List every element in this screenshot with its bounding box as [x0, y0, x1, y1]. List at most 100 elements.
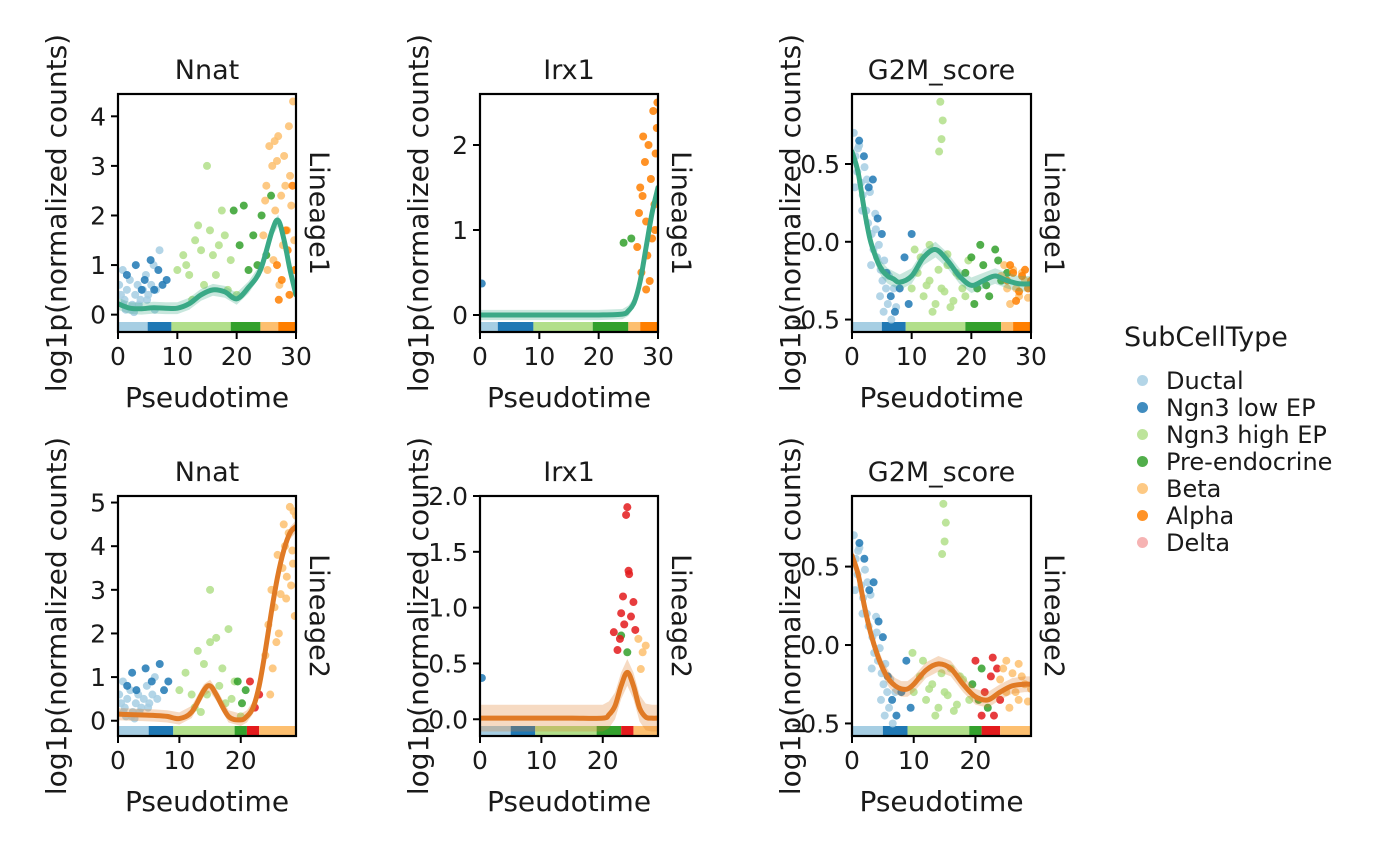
y-tick-label: 1	[90, 663, 106, 692]
data-point	[887, 315, 896, 324]
data-point	[132, 686, 141, 695]
data-point	[983, 703, 992, 712]
data-point	[852, 183, 859, 192]
legend-label: Pre-endocrine	[1166, 447, 1333, 476]
data-point	[206, 638, 215, 647]
x-tick-label: 0	[110, 342, 126, 371]
data-point	[199, 660, 208, 668]
panel-2: 0 10 20 30 0 1 2 Irx1 Pseudotime log1p(normalized…	[402, 34, 696, 414]
data-point	[877, 230, 886, 238]
data-point	[164, 677, 173, 686]
data-point	[890, 307, 899, 316]
data-point	[629, 598, 638, 607]
data-point	[880, 711, 889, 720]
data-point	[652, 124, 658, 132]
data-point	[910, 245, 919, 254]
data-point	[131, 699, 140, 708]
data-point	[907, 284, 916, 293]
data-point	[615, 634, 624, 643]
data-point	[267, 191, 276, 200]
data-point	[1005, 703, 1014, 712]
data-point	[1024, 293, 1031, 302]
data-point	[976, 240, 985, 249]
data-point	[288, 546, 296, 555]
data-point	[273, 261, 282, 270]
data-point	[640, 158, 649, 166]
panel-5: 0 10 20 0.0 0.5 1.0 1.5 2.0 Irx1 Pseudotime log1p(…	[402, 437, 696, 818]
data-point	[146, 256, 155, 265]
data-point	[270, 137, 279, 146]
panel-title: Nnat	[175, 457, 239, 488]
data-point	[227, 694, 236, 703]
data-point	[265, 142, 274, 151]
data-point	[162, 275, 171, 284]
legend-swatch-ductal	[1137, 375, 1148, 386]
panel-title: G2M_score	[868, 457, 1015, 488]
data-point	[128, 668, 137, 677]
data-point	[480, 279, 486, 288]
data-point	[855, 136, 864, 145]
data-point	[617, 609, 626, 618]
data-point	[215, 681, 224, 690]
rug-segment	[881, 322, 906, 332]
data-point	[938, 550, 947, 559]
rug-segment	[628, 322, 641, 332]
y-tick-label: 2	[452, 131, 468, 160]
data-point	[620, 620, 629, 629]
data-point	[862, 175, 871, 184]
legend-swatch-ngn3-high-ep	[1137, 429, 1148, 440]
legend-item-beta: Beta	[1124, 475, 1332, 503]
data-point	[282, 594, 291, 603]
data-point	[878, 276, 887, 285]
x-tick-label: 20	[960, 746, 992, 775]
data-point	[876, 292, 885, 301]
rug-segment	[621, 726, 634, 736]
data-point	[1023, 697, 1031, 706]
data-point	[961, 268, 970, 277]
data-point	[971, 656, 980, 665]
data-point	[982, 281, 991, 290]
legend-item-delta: Delta	[1124, 529, 1332, 557]
data-point	[968, 680, 977, 689]
plot-area	[852, 97, 1031, 332]
data-point	[996, 695, 1005, 704]
data-point	[636, 665, 645, 674]
legend-label: Alpha	[1166, 501, 1235, 530]
data-point	[867, 261, 876, 270]
data-point	[623, 503, 632, 512]
data-point	[211, 270, 220, 279]
legend-swatch-delta	[1137, 537, 1148, 548]
data-point	[937, 135, 946, 144]
data-point	[229, 206, 238, 215]
x-axis-label: Pseudotime	[487, 381, 651, 414]
data-point	[949, 296, 958, 305]
legend-swatch-ngn3-low-ep	[1137, 402, 1148, 413]
y-tick-label: 1.0	[428, 594, 468, 623]
data-point	[649, 107, 658, 115]
data-point	[480, 673, 486, 682]
y-tick-label: 3	[90, 576, 106, 605]
data-point	[642, 285, 651, 294]
data-point	[958, 284, 967, 293]
data-point	[873, 214, 882, 223]
fit-confidence-band	[480, 182, 658, 321]
rug-segment	[965, 322, 1002, 332]
data-point	[949, 706, 958, 715]
x-tick-label: 0	[472, 342, 488, 371]
data-point	[1002, 656, 1011, 665]
data-point	[208, 251, 217, 260]
data-point	[633, 243, 642, 251]
data-point	[1003, 268, 1012, 277]
data-point	[986, 672, 995, 681]
data-point	[985, 292, 994, 301]
data-point	[613, 646, 622, 655]
panel-title: Irx1	[543, 55, 595, 86]
x-tick-label: 20	[583, 342, 615, 371]
data-point	[852, 128, 858, 137]
panel-4: 0 10 20 0 1 2 3 4 5 Nnat Pseudotime log1p(normalize…	[40, 437, 334, 818]
data-point	[638, 648, 647, 657]
lineage-strip-label: Lineage1	[303, 151, 334, 275]
x-tick-label: 10	[896, 342, 928, 371]
fit-line	[852, 149, 1031, 288]
data-point	[1009, 268, 1018, 277]
